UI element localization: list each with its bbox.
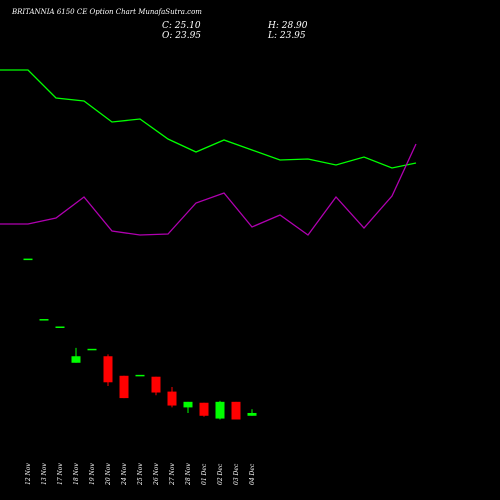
x-tick-label: 26 Nov	[153, 463, 160, 486]
x-tick-label: 12 Nov	[25, 463, 32, 485]
x-tick-label: 25 Nov	[137, 463, 144, 486]
chart-title: BRITANNIA 6150 CE Option Chart MunafaSut…	[11, 8, 202, 16]
x-tick-label: 01 Dec	[201, 463, 208, 485]
candle	[87, 348, 97, 351]
candle-body	[215, 401, 225, 419]
candle	[231, 401, 241, 420]
green-indicator-line	[0, 69, 417, 169]
candle	[183, 401, 193, 413]
candle	[103, 354, 113, 387]
candle	[23, 258, 33, 261]
x-tick-label: 19 Nov	[89, 463, 96, 485]
x-tick-label: 04 Dec	[249, 463, 256, 485]
candle-body	[183, 401, 193, 408]
candle	[247, 409, 257, 416]
candle-body	[23, 258, 33, 261]
candle-body	[39, 319, 49, 321]
x-tick-label: 13 Nov	[41, 463, 48, 485]
candle-body	[167, 391, 177, 406]
candle	[215, 400, 225, 420]
candle-body	[55, 326, 65, 328]
x-tick-label: 24 Nov	[121, 463, 128, 486]
candle-body	[231, 401, 241, 420]
high-value: H: 28.90	[267, 21, 308, 31]
candle-body	[119, 375, 129, 399]
candle-body	[135, 374, 145, 377]
x-tick-label: 27 Nov	[169, 463, 176, 486]
x-tick-label: 18 Nov	[73, 463, 80, 485]
x-tick-label: 20 Nov	[105, 463, 112, 486]
candle	[151, 376, 161, 396]
candle-body	[247, 412, 257, 416]
magenta-indicator-line	[0, 143, 417, 236]
close-value: C: 25.10	[162, 21, 201, 31]
x-tick-label: 28 Nov	[185, 463, 192, 486]
indicator-lines	[0, 69, 417, 236]
candle	[71, 347, 81, 363]
x-tick-label: 02 Dec	[217, 463, 224, 485]
candle-body	[103, 356, 113, 383]
candle	[119, 375, 129, 399]
candle	[167, 386, 177, 408]
candle	[199, 402, 209, 417]
candle	[55, 326, 65, 328]
candle-body	[71, 356, 81, 363]
candle-body	[199, 402, 209, 416]
low-value: L: 23.95	[267, 31, 306, 41]
candle	[135, 374, 145, 377]
candle-body	[87, 348, 97, 351]
x-axis-ticks: 12 Nov 13 Nov 17 Nov 18 Nov 19 Nov 20 Nov 24 N…	[25, 463, 256, 486]
candle-body	[151, 376, 161, 393]
candles	[23, 258, 257, 420]
x-tick-label: 17 Nov	[57, 463, 64, 485]
x-tick-label: 03 Dec	[233, 463, 240, 485]
candle	[39, 319, 49, 321]
open-value: O: 23.95	[162, 31, 201, 41]
